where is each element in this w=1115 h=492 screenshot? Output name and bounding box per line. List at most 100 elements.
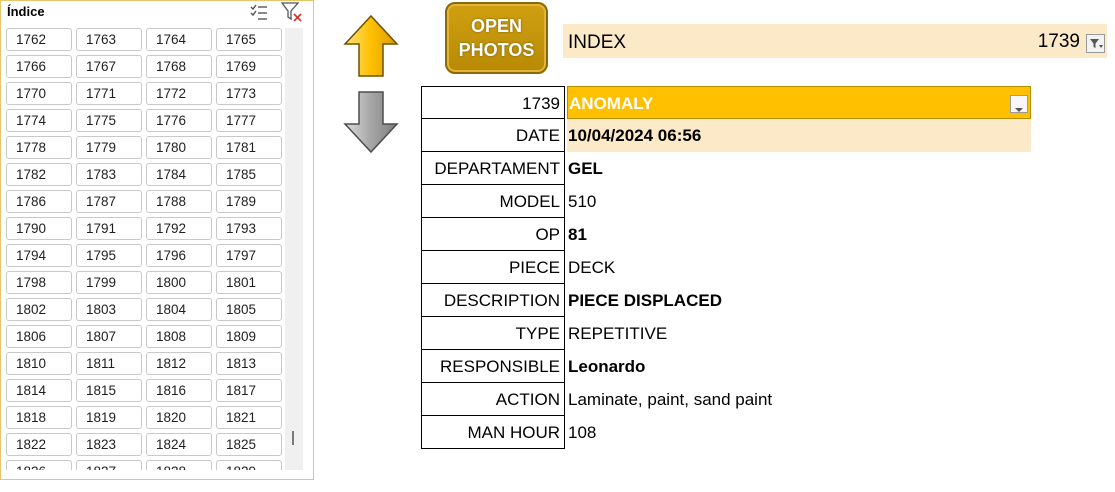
slicer-item[interactable]: 1782: [6, 163, 72, 186]
slicer-item[interactable]: 1817: [216, 379, 282, 402]
slicer-item[interactable]: 1794: [6, 244, 72, 267]
open-photos-label-line1: OPEN: [470, 16, 522, 36]
slicer-item[interactable]: 1825: [216, 433, 282, 456]
slicer-item[interactable]: 1814: [6, 379, 72, 402]
arrow-down-icon: [343, 91, 399, 154]
filter-dropdown-icon: [1090, 39, 1103, 48]
man-hour-value[interactable]: 108: [568, 423, 597, 442]
slicer-item[interactable]: 1800: [146, 271, 212, 294]
status-cell[interactable]: ANOMALY: [567, 86, 1031, 119]
slicer-item[interactable]: 1823: [76, 433, 142, 456]
slicer-item[interactable]: 1776: [146, 109, 212, 132]
multiselect-button[interactable]: [248, 1, 270, 23]
open-photos-button[interactable]: OPEN PHOTOS: [445, 2, 548, 74]
departament-value[interactable]: GEL: [568, 159, 603, 178]
slicer-item[interactable]: 1777: [216, 109, 282, 132]
slicer-item[interactable]: 1803: [76, 298, 142, 321]
action-value[interactable]: Laminate, paint, sand paint: [568, 390, 773, 409]
slicer-item[interactable]: 1784: [146, 163, 212, 186]
slicer-item[interactable]: 1793: [216, 217, 282, 240]
slicer-item[interactable]: 1773: [216, 82, 282, 105]
status-dropdown-button[interactable]: [1010, 95, 1028, 113]
slicer-item[interactable]: 1789: [216, 190, 282, 213]
slicer-item[interactable]: 1802: [6, 298, 72, 321]
slicer-item[interactable]: 1791: [76, 217, 142, 240]
slicer-item[interactable]: 1804: [146, 298, 212, 321]
slicer-item[interactable]: 1829: [216, 460, 282, 470]
slicer-item[interactable]: 1796: [146, 244, 212, 267]
slicer-item[interactable]: 1806: [6, 325, 72, 348]
clear-filter-button[interactable]: [280, 1, 304, 23]
record-id-label: 1739: [421, 86, 565, 119]
slicer-item[interactable]: 1772: [146, 82, 212, 105]
slicer-item[interactable]: 1765: [216, 28, 282, 51]
slicer-item[interactable]: 1807: [76, 325, 142, 348]
slicer-item[interactable]: 1813: [216, 352, 282, 375]
slicer-item[interactable]: 1812: [146, 352, 212, 375]
op-value[interactable]: 81: [568, 225, 587, 244]
slicer-item[interactable]: 1775: [76, 109, 142, 132]
slicer-item[interactable]: 1783: [76, 163, 142, 186]
slicer-item[interactable]: 1824: [146, 433, 212, 456]
slicer-item[interactable]: 1766: [6, 55, 72, 78]
slicer-item[interactable]: 1780: [146, 136, 212, 159]
responsible-value[interactable]: Leonardo: [568, 357, 646, 376]
slicer-item[interactable]: 1805: [216, 298, 282, 321]
piece-value[interactable]: DECK: [568, 258, 616, 277]
slicer-item[interactable]: 1820: [146, 406, 212, 429]
slicer-item[interactable]: 1787: [76, 190, 142, 213]
index-filter-button[interactable]: [1086, 34, 1105, 53]
slicer-item[interactable]: 1801: [216, 271, 282, 294]
slicer-item[interactable]: 1826: [6, 460, 72, 470]
slicer-item[interactable]: 1821: [216, 406, 282, 429]
slicer-item[interactable]: 1827: [76, 460, 142, 470]
slicer-item[interactable]: 1781: [216, 136, 282, 159]
slicer-item[interactable]: 1768: [146, 55, 212, 78]
departament-label: DEPARTAMENT: [421, 152, 565, 185]
slicer-item[interactable]: 1797: [216, 244, 282, 267]
slicer-item[interactable]: 1785: [216, 163, 282, 186]
slicer-item[interactable]: 1815: [76, 379, 142, 402]
slicer-item[interactable]: 1810: [6, 352, 72, 375]
slicer-item[interactable]: 1795: [76, 244, 142, 267]
slicer-item[interactable]: 1790: [6, 217, 72, 240]
slicer-item[interactable]: 1816: [146, 379, 212, 402]
slicer-scrollbar[interactable]: [285, 28, 303, 470]
index-value[interactable]: 1739: [1037, 31, 1080, 52]
slicer-item[interactable]: 1792: [146, 217, 212, 240]
slicer-item[interactable]: 1809: [216, 325, 282, 348]
slicer-item[interactable]: 1811: [76, 352, 142, 375]
slicer-item[interactable]: 1764: [146, 28, 212, 51]
index-label: INDEX: [568, 32, 627, 53]
scroll-thumb[interactable]: [292, 431, 294, 445]
slicer-item[interactable]: 1798: [6, 271, 72, 294]
slicer-item[interactable]: 1818: [6, 406, 72, 429]
model-value[interactable]: 510: [568, 192, 597, 211]
slicer-item[interactable]: 1762: [6, 28, 72, 51]
slicer-item[interactable]: 1799: [76, 271, 142, 294]
date-label: DATE: [421, 119, 565, 152]
description-value[interactable]: PIECE DISPLACED: [568, 291, 722, 310]
slicer-item[interactable]: 1769: [216, 55, 282, 78]
status-value: ANOMALY: [569, 94, 654, 113]
description-label: DESCRIPTION: [421, 284, 565, 317]
action-label: ACTION: [421, 383, 565, 416]
slicer-item[interactable]: 1767: [76, 55, 142, 78]
slicer-item[interactable]: 1779: [76, 136, 142, 159]
slicer-item[interactable]: 1788: [146, 190, 212, 213]
next-record-button[interactable]: [343, 90, 399, 154]
slicer-item[interactable]: 1771: [76, 82, 142, 105]
slicer-item[interactable]: 1828: [146, 460, 212, 470]
slicer-item[interactable]: 1778: [6, 136, 72, 159]
slicer-item[interactable]: 1786: [6, 190, 72, 213]
slicer-item[interactable]: 1770: [6, 82, 72, 105]
slicer-item[interactable]: 1819: [76, 406, 142, 429]
type-value[interactable]: REPETITIVE: [568, 324, 668, 343]
slicer-item[interactable]: 1774: [6, 109, 72, 132]
clear-filter-icon: [280, 2, 302, 22]
slicer-item[interactable]: 1763: [76, 28, 142, 51]
slicer-item[interactable]: 1822: [6, 433, 72, 456]
previous-record-button[interactable]: [343, 14, 399, 78]
slicer-item[interactable]: 1808: [146, 325, 212, 348]
date-value[interactable]: 10/04/2024 06:56: [567, 119, 1031, 152]
